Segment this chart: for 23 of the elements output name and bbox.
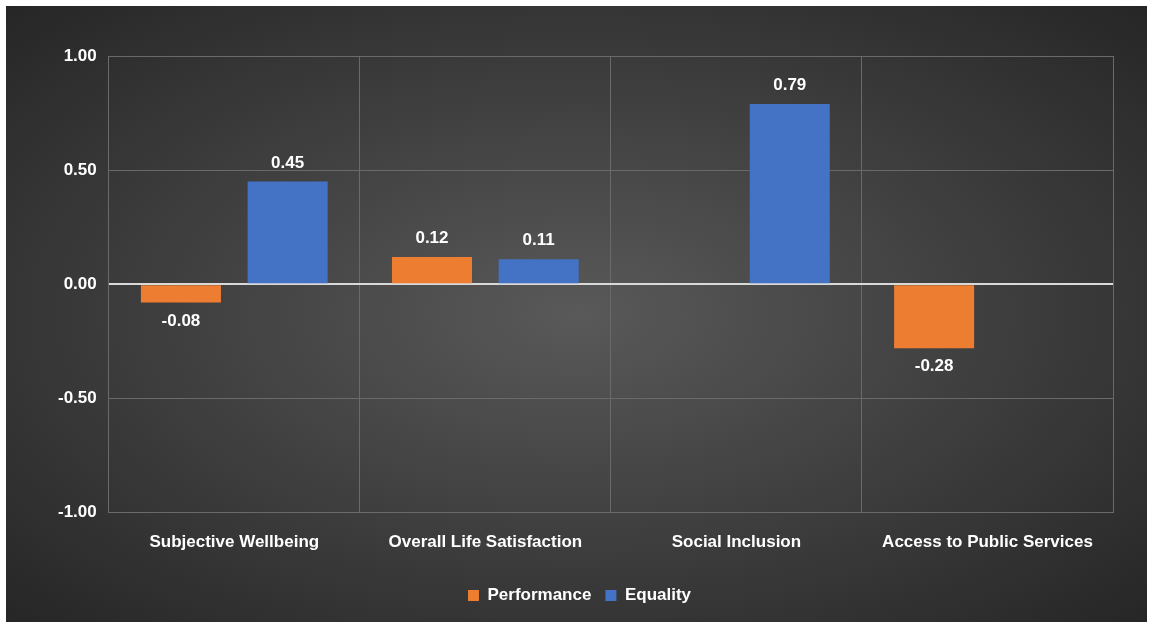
bar: [498, 259, 579, 284]
y-tick-label: -0.50: [58, 388, 97, 408]
bar: [894, 285, 975, 349]
data-label: -0.08: [161, 310, 201, 330]
legend-label: Equality: [624, 585, 692, 605]
data-label: 0.11: [522, 230, 555, 250]
bar: [391, 256, 473, 284]
legend-label: Performance: [487, 585, 592, 605]
y-tick-label: 0.50: [63, 159, 97, 179]
bar: [140, 285, 221, 303]
x-tick-label: Access to Public Services: [882, 532, 1093, 552]
data-label: 0.12: [415, 228, 449, 248]
y-tick-label: -1.00: [58, 502, 97, 522]
y-tick-label: 0.00: [63, 273, 97, 293]
x-tick-label: Subjective Wellbeing: [149, 532, 320, 552]
bar: [749, 103, 830, 284]
y-tick-label: 1.00: [63, 45, 97, 65]
data-label: -0.28: [914, 356, 954, 376]
data-label: 0.79: [773, 75, 807, 95]
x-tick-label: Social Inclusion: [671, 532, 802, 552]
bar: [247, 181, 328, 284]
x-tick-label: Overall Life Satisfaction: [388, 532, 583, 552]
data-label: 0.45: [271, 152, 305, 172]
